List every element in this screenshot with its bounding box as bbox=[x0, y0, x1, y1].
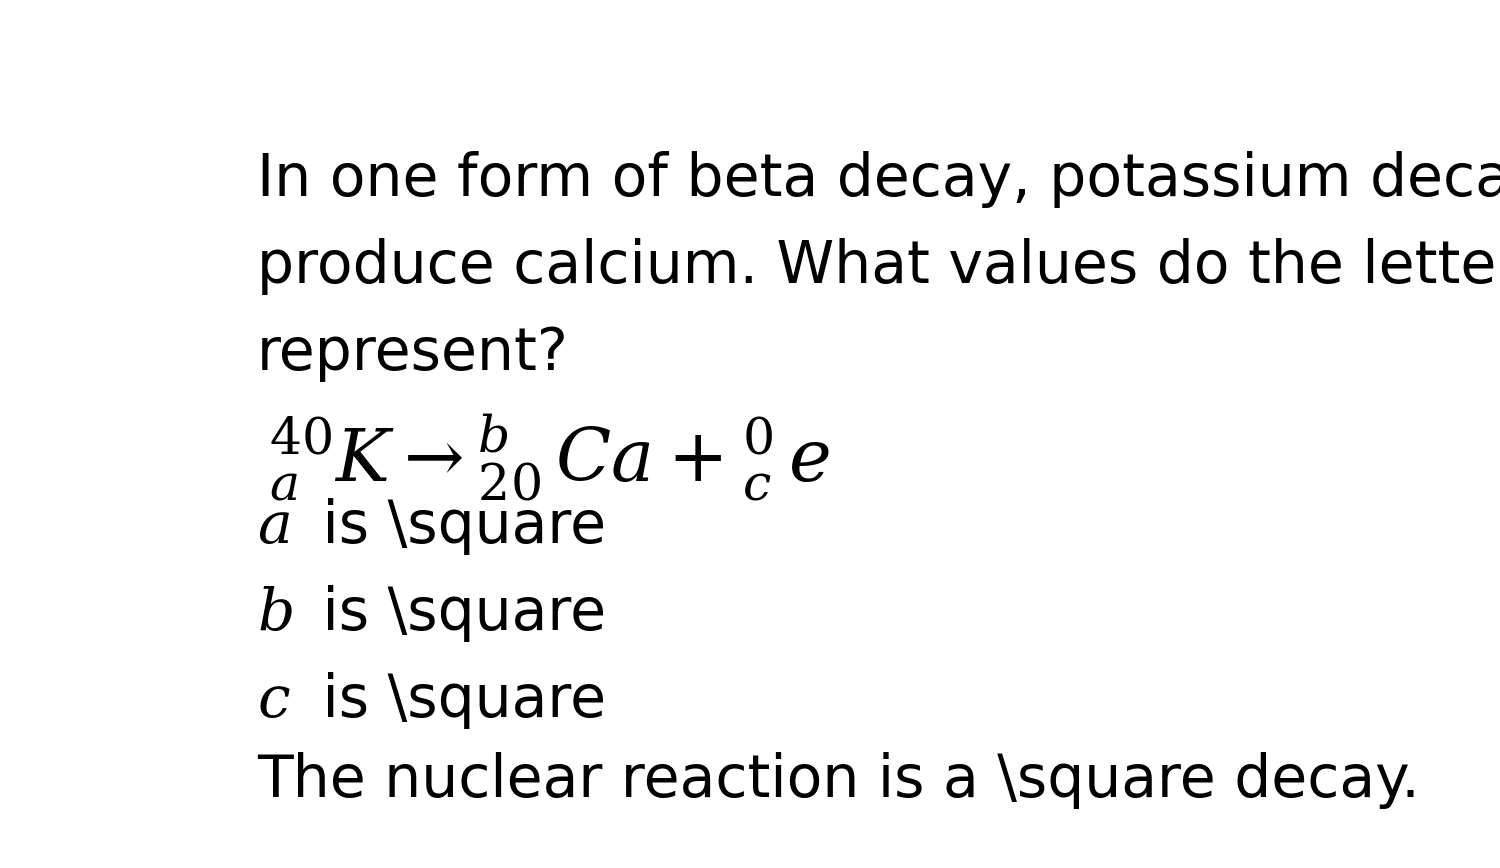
Text: $b$: $b$ bbox=[258, 585, 292, 642]
Text: $c$: $c$ bbox=[258, 672, 291, 729]
Text: $\,{}^{40}_{a}\mathit{K} \rightarrow{}^{b}_{20}\, \mathit{Ca} +{}^{0}_{c}\, \mat: $\,{}^{40}_{a}\mathit{K} \rightarrow{}^{… bbox=[258, 411, 830, 503]
Text: produce calcium. What values do the letters: produce calcium. What values do the lett… bbox=[258, 238, 1500, 295]
Text: is \square: is \square bbox=[303, 498, 606, 556]
Text: represent?: represent? bbox=[258, 325, 568, 382]
Text: is \square: is \square bbox=[303, 672, 606, 729]
Text: In one form of beta decay, potassium decays to: In one form of beta decay, potassium dec… bbox=[258, 151, 1500, 208]
Text: $a$: $a$ bbox=[258, 498, 290, 556]
Text: is \square: is \square bbox=[303, 585, 606, 642]
Text: The nuclear reaction is a \square decay.: The nuclear reaction is a \square decay. bbox=[258, 753, 1420, 810]
